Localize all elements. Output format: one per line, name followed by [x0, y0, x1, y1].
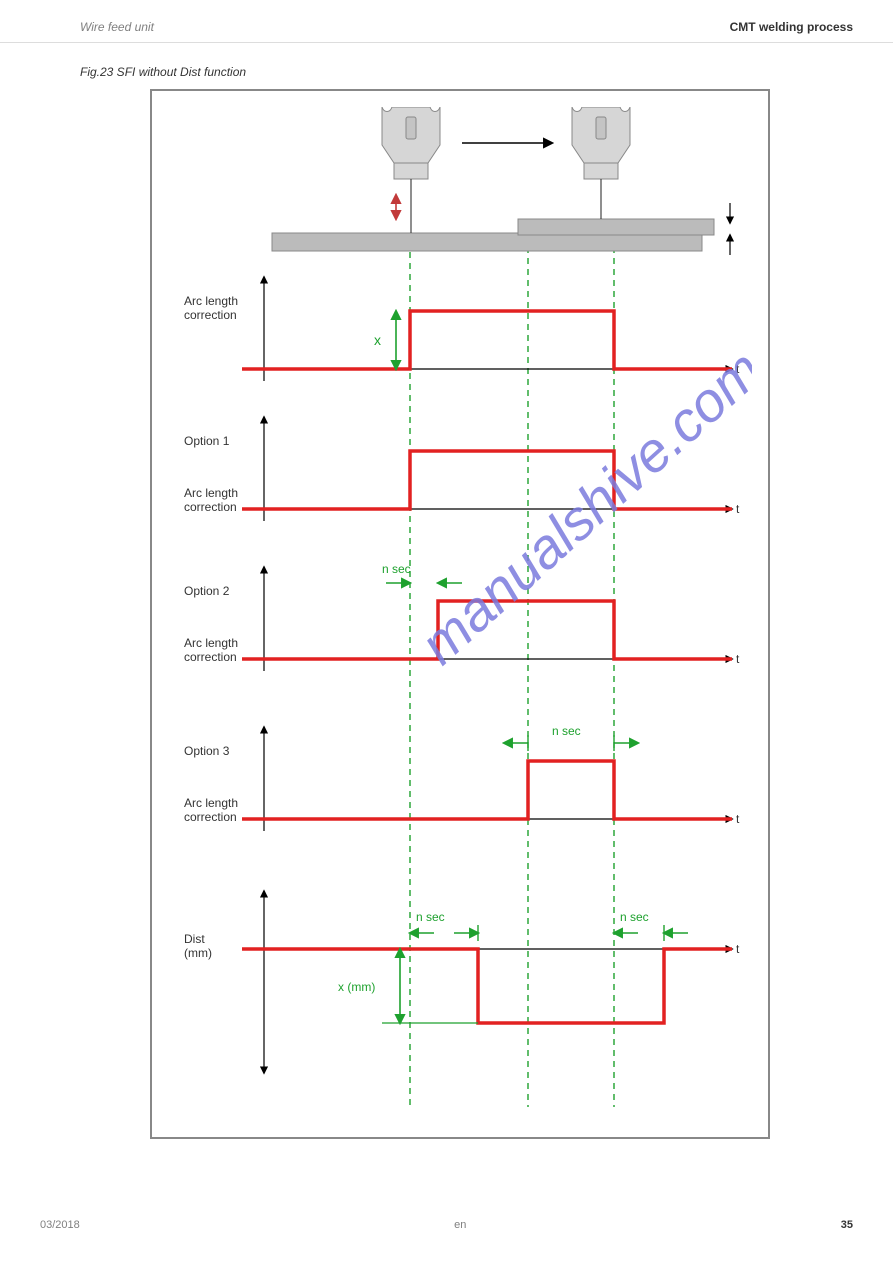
- header-right: CMT welding process: [730, 20, 853, 34]
- row-dist: n sec n sec x (mm) Dist (mm) t: [184, 891, 740, 1073]
- footer-left: 03/2018: [40, 1219, 80, 1231]
- torch-and-workpiece: [272, 107, 730, 255]
- svg-text:Arc length: Arc length: [184, 796, 238, 810]
- row-arc: x Arc length correction t: [184, 277, 740, 381]
- svg-text:x: x: [374, 332, 381, 348]
- svg-text:x (mm): x (mm): [338, 980, 375, 994]
- svg-text:n sec: n sec: [382, 562, 411, 576]
- page-header: Wire feed unit CMT welding process: [0, 0, 893, 43]
- page-footer: 03/2018 en 35: [40, 1219, 853, 1231]
- row-option3: n sec Option 3 Arc length correction t: [184, 724, 740, 831]
- svg-text:n sec: n sec: [416, 910, 445, 924]
- watermark-text: manualshive.com: [408, 338, 752, 676]
- svg-text:correction: correction: [184, 500, 237, 514]
- svg-text:Option 1: Option 1: [184, 434, 230, 448]
- svg-text:correction: correction: [184, 810, 237, 824]
- svg-text:t: t: [736, 812, 740, 826]
- svg-text:n sec: n sec: [552, 724, 581, 738]
- svg-text:Option 2: Option 2: [184, 584, 230, 598]
- svg-text:(mm): (mm): [184, 946, 212, 960]
- header-left: Wire feed unit: [80, 20, 154, 34]
- svg-text:correction: correction: [184, 650, 237, 664]
- svg-text:t: t: [736, 942, 740, 956]
- footer-page-number: 35: [841, 1219, 853, 1231]
- diagram-svg: x Arc length correction t Option 1 Arc l…: [172, 107, 752, 1117]
- vertical-guide-lines: [410, 241, 614, 1107]
- svg-text:t: t: [736, 502, 740, 516]
- figure-container: x Arc length correction t Option 1 Arc l…: [150, 89, 770, 1139]
- svg-text:n sec: n sec: [620, 910, 649, 924]
- svg-text:correction: correction: [184, 308, 237, 322]
- svg-text:Option 3: Option 3: [184, 744, 230, 758]
- figure-title: Fig.23 SFI without Dist function: [80, 65, 893, 79]
- svg-text:t: t: [736, 652, 740, 666]
- svg-text:Arc length: Arc length: [184, 486, 238, 500]
- footer-center: en: [454, 1219, 466, 1231]
- svg-text:Arc length: Arc length: [184, 294, 238, 308]
- svg-text:Dist: Dist: [184, 932, 205, 946]
- svg-text:Arc length: Arc length: [184, 636, 238, 650]
